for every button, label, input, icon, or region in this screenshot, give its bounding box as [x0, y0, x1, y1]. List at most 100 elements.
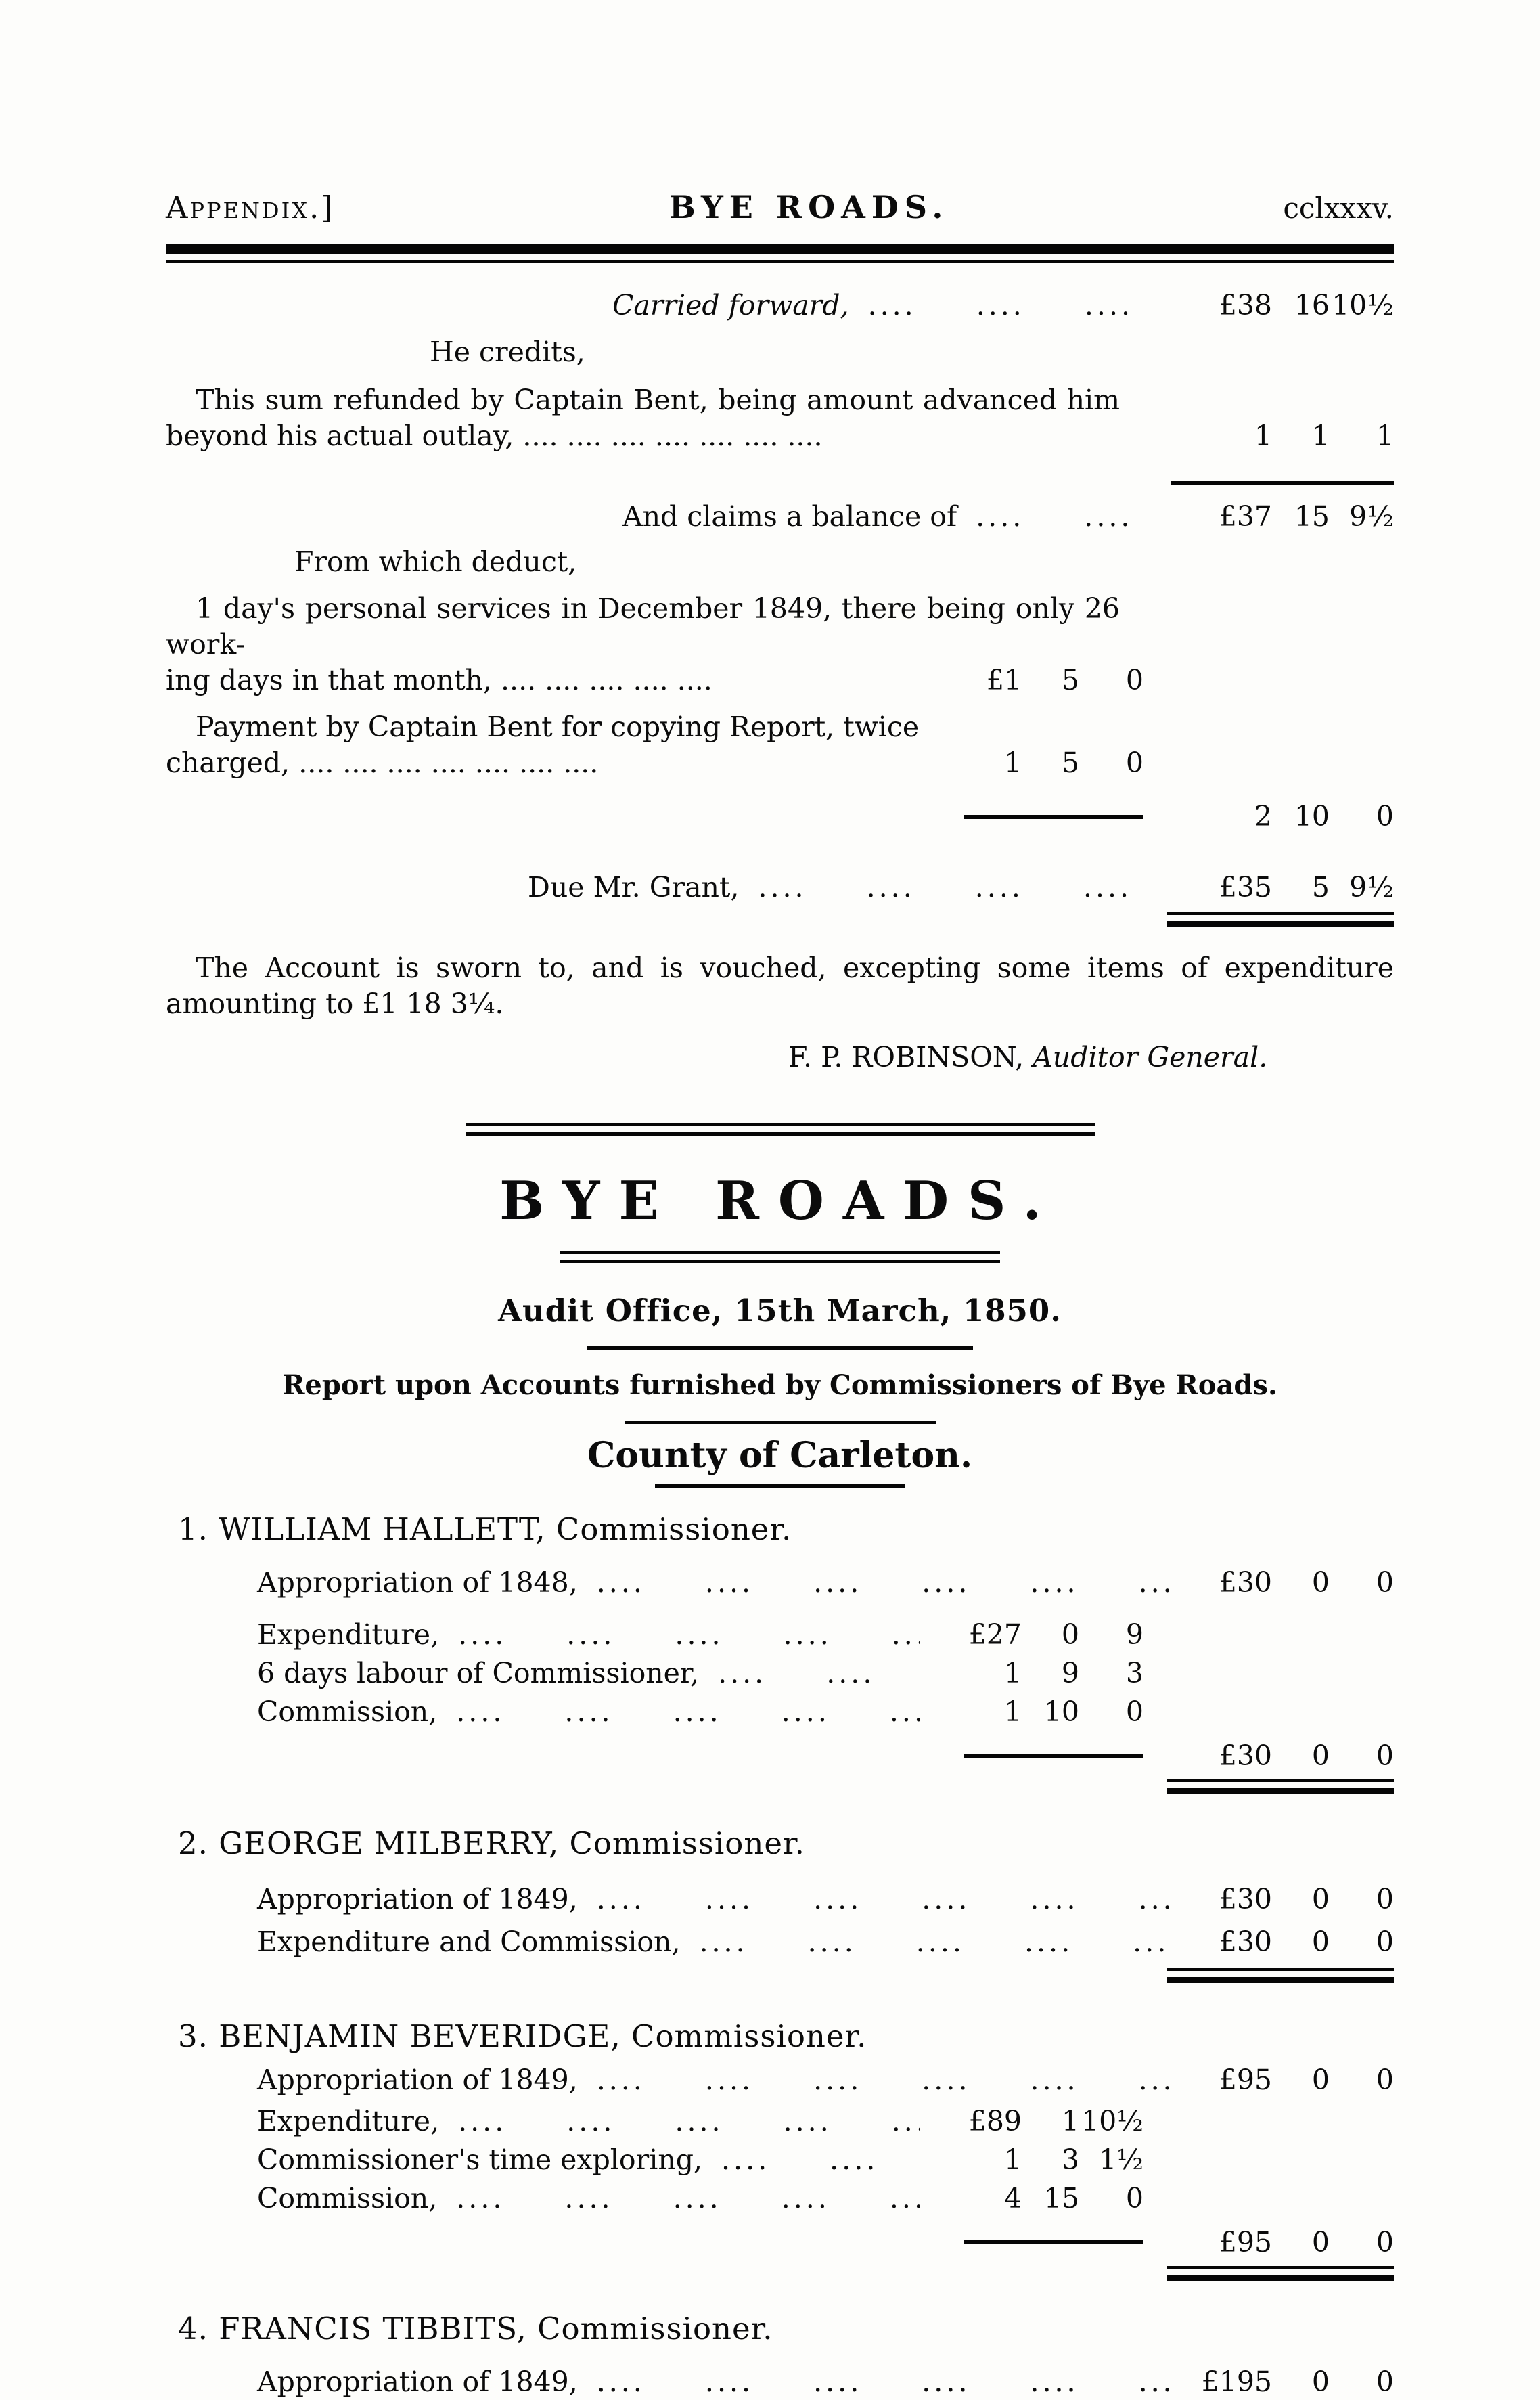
amount-pounds: £95: [1219, 2225, 1272, 2259]
payment-paragraph: Payment by Captain Bent for copying Repo…: [166, 709, 1120, 781]
sworn-line2: amounting to £1 18 3¼.: [166, 987, 504, 1020]
row-label: Appropriation of 1849,: [257, 2063, 578, 2096]
report-title: BYE ROADS.: [499, 1170, 1060, 1232]
refund-amount: 1 1 1: [1171, 418, 1394, 454]
dot-leader: .... .... .... .... ....: [456, 1695, 920, 1728]
amount-shillings: 5: [1311, 871, 1330, 904]
row-amount: 1 10 0: [920, 1694, 1143, 1730]
amount-shillings: 0: [1061, 1618, 1079, 1651]
amount-pence: 0: [1125, 747, 1143, 779]
running-head-title: BYE ROADS.: [669, 189, 949, 225]
refund-paragraph: This sum refunded by Captain Bent, being…: [166, 382, 1120, 454]
refund-line1: This sum refunded by Captain Bent, being…: [196, 384, 1120, 416]
row-amount: £89 1 10½: [920, 2104, 1143, 2139]
amount-shillings: 0: [1311, 2225, 1330, 2259]
amount-pence: 0: [1376, 1882, 1394, 1915]
dot-leader: .... .... .... .... .... ....: [596, 2063, 1171, 2096]
amount-pounds: £27: [968, 1618, 1022, 1651]
dot-leader: .... .... .... .... ....: [458, 1618, 920, 1651]
section-divider-rule: [465, 1123, 1095, 1136]
row-label: Commission,: [257, 1695, 438, 1728]
running-head-folio: cclxxxv.: [1283, 192, 1394, 225]
amount-pence: 0: [1376, 1739, 1394, 1772]
amount-shillings: 5: [1061, 747, 1079, 779]
amount-shillings: 0: [1311, 1925, 1330, 1958]
row-label: Expenditure,: [257, 1618, 440, 1651]
amount-shillings: 3: [1061, 2143, 1079, 2176]
dot-leader: .... .... .... ....: [758, 871, 1133, 904]
subject-rule: [624, 1420, 936, 1424]
amount-shillings: 15: [1294, 500, 1330, 533]
amount-shillings: 10: [1294, 800, 1330, 832]
services-line1: 1 day's personal services in December 18…: [166, 592, 1120, 661]
services-amount: £1 5 0: [920, 663, 1143, 698]
amount-pounds: 2: [1254, 800, 1272, 832]
row-label: Commission,: [257, 2181, 438, 2215]
refund-line2: beyond his actual outlay, .... .... ....…: [166, 420, 823, 452]
beveridge-expenditure-row: Expenditure, .... .... .... .... .... £8…: [166, 2104, 1394, 2139]
dot-leader: .... .... .... .... ....: [456, 2181, 920, 2215]
deduct-total-amount: 2 10 0: [1171, 799, 1394, 835]
total-rule: [964, 814, 1143, 819]
amount-pence: 0: [1125, 1695, 1143, 1728]
entry-heading-tibbits: 4. FRANCIS TIBBITS, Commissioner.: [178, 2310, 773, 2347]
claims-row: And claims a balance of .... .... £37 15…: [166, 499, 1394, 535]
amount-shillings: 10: [1043, 1695, 1079, 1728]
beveridge-appropriation-row: Appropriation of 1849, .... .... .... ..…: [166, 2062, 1394, 2098]
amount-pounds: 1: [1003, 1656, 1022, 1689]
payment-paragraph-row: Payment by Captain Bent for copying Repo…: [166, 709, 1394, 781]
amount-pence: 0: [1125, 664, 1143, 696]
milberry-expenditure-row: Expenditure and Commission, .... .... ..…: [166, 1924, 1394, 1960]
county-heading: County of Carleton.: [587, 1434, 973, 1476]
head-double-rule: [166, 244, 1394, 263]
amount-pence: 9: [1125, 1618, 1143, 1651]
payment-line1: Payment by Captain Bent for copying Repo…: [196, 711, 920, 743]
hallett-labour-row: 6 days labour of Commissioner, .... ....…: [166, 1655, 1394, 1691]
row-amount: 1 9 3: [920, 1655, 1143, 1691]
amount-shillings: 16: [1294, 289, 1330, 321]
beveridge-closing-rule: [1167, 2265, 1394, 2281]
title-double-rule: [560, 1250, 1000, 1263]
due-row: Due Mr. Grant, .... .... .... .... £35 5…: [166, 870, 1394, 906]
row-amount: £30 0 0: [1171, 1565, 1394, 1601]
sworn-line1: The Account is sworn to, and is vouched,…: [196, 952, 1394, 984]
hallett-commission-row: Commission, .... .... .... .... .... 1 1…: [166, 1694, 1394, 1730]
entry-heading-milberry: 2. GEORGE MILBERRY, Commissioner.: [178, 1825, 805, 1861]
signature-line: F. P. ROBINSON, Auditor General.: [788, 1040, 1394, 1075]
signature-name: F. P. ROBINSON,: [788, 1041, 1024, 1073]
amount-pence: 1½: [1099, 2143, 1143, 2176]
signature-title: Auditor General.: [1033, 1041, 1268, 1073]
amount-pounds: £30: [1219, 1882, 1272, 1915]
amount-shillings: 0: [1311, 1882, 1330, 1915]
county-rule: [654, 1484, 905, 1488]
amount-pounds: £95: [1219, 2063, 1272, 2096]
row-label: Expenditure,: [257, 2104, 440, 2137]
dot-leader: .... .... .... .... ....: [699, 1925, 1171, 1958]
running-head: Appendix.] BYE ROADS. cclxxxv.: [166, 190, 1394, 226]
row-label: 6 days labour of Commissioner,: [257, 1656, 700, 1689]
row-amount: £27 0 9: [920, 1617, 1143, 1653]
dot-leader: .... .... .... .... .... ....: [596, 1882, 1171, 1915]
from-which-deduct-line: From which deduct,: [294, 546, 577, 578]
beveridge-total-amount: £95 0 0: [1171, 2225, 1394, 2261]
total-rule: [964, 1754, 1143, 1758]
amount-pence: 9½: [1349, 871, 1394, 904]
hallett-expenditure-row: Expenditure, .... .... .... .... .... £2…: [166, 1617, 1394, 1653]
amount-pounds: £30: [1219, 1739, 1272, 1772]
amount-pence: 10½: [1081, 2104, 1143, 2137]
amount-pence: 1: [1376, 420, 1394, 452]
carried-forward-label: Carried forward,: [612, 289, 849, 321]
row-amount: £95 0 0: [1171, 2062, 1394, 2098]
amount-pence: 0: [1376, 2225, 1394, 2259]
report-subject-line: Report upon Accounts furnished by Commis…: [282, 1369, 1277, 1401]
amount-pence: 0: [1376, 1925, 1394, 1958]
milberry-appropriation-row: Appropriation of 1849, .... .... .... ..…: [166, 1882, 1394, 1917]
amount-shillings: 5: [1061, 664, 1079, 696]
running-head-left: Appendix.]: [166, 190, 335, 225]
office-date-line: Audit Office, 15th March, 1850.: [498, 1292, 1062, 1329]
sworn-paragraph: The Account is sworn to, and is vouched,…: [166, 950, 1394, 1022]
amount-pence: 0: [1376, 800, 1394, 832]
amount-pounds: £30: [1219, 1565, 1272, 1599]
row-amount: 1 3 1½: [920, 2142, 1143, 2178]
